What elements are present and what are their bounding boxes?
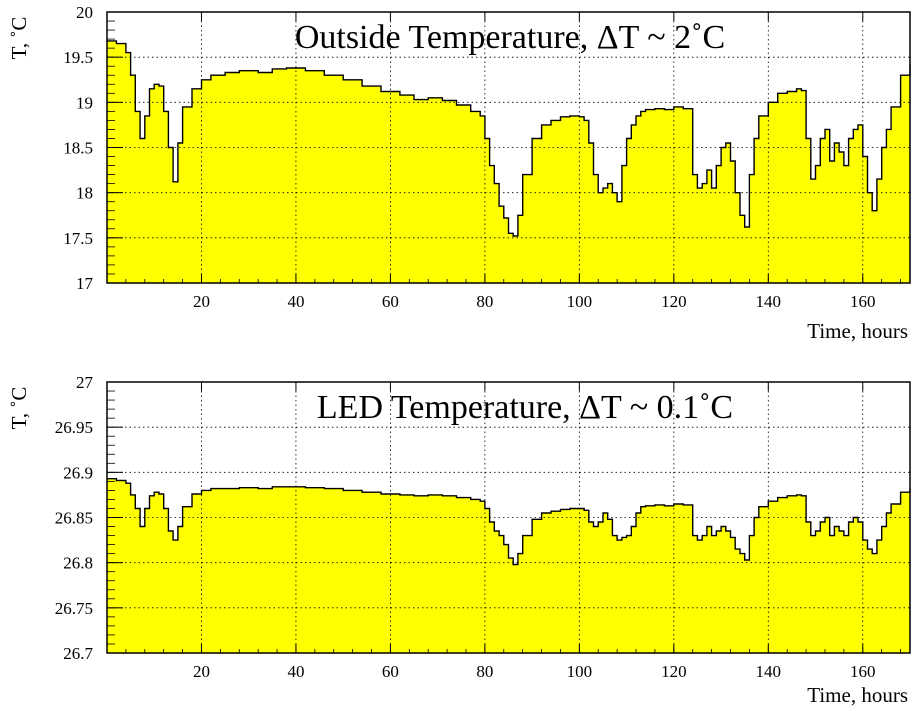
x-tick-label: 140: [756, 292, 782, 311]
outside-temperature-line: [107, 40, 911, 237]
x-tick-label: 60: [382, 292, 399, 311]
y-tick-label: 26.7: [63, 644, 93, 663]
plot-frame: [106, 381, 911, 654]
outside-temperature-area: [107, 40, 910, 284]
x-tick-label: 140: [756, 662, 782, 681]
led-temperature-area: [107, 478, 910, 653]
y-tick-label: 27: [76, 373, 94, 392]
y-tick-label: 26.8: [63, 554, 93, 573]
y-tick-label: 19.5: [63, 48, 93, 67]
x-tick-label: 80: [476, 662, 493, 681]
y-axis-label: T, ˚C: [7, 17, 31, 60]
y-tick-label: 17.5: [63, 229, 93, 248]
y-tick-label: 26.75: [55, 599, 93, 618]
x-axis-label: Time, hours: [807, 319, 908, 343]
tick-labels: 20 40 60 80 100 120 140 160 26.7 26.75 26.8 26.85 26…: [55, 373, 876, 681]
x-axis-label: Time, hours: [807, 683, 908, 707]
y-tick-label: 18.5: [63, 139, 93, 158]
y-axis-label: T, ˚C: [7, 387, 31, 430]
x-tick-label: 20: [193, 292, 210, 311]
x-tick-label: 40: [287, 292, 304, 311]
y-tick-label: 17: [76, 274, 94, 293]
y-tick-label: 26.9: [63, 463, 93, 482]
x-tick-label: 160: [850, 292, 876, 311]
x-tick-label: 100: [567, 292, 593, 311]
led-temperature-line: [107, 478, 911, 566]
y-tick-label: 19: [76, 93, 93, 112]
x-tick-label: 40: [287, 662, 304, 681]
outside-temperature-chart: 20 40 60 80 100 120 140 1601717.51818.51919.520…: [7, 3, 911, 343]
y-tick-label: 20: [76, 3, 93, 22]
plot-frame: [106, 11, 911, 284]
chart-title: LED Temperature, ΔT ~ 0.1˚C: [317, 389, 733, 426]
led-temperature-chart: 20 40 60 80 100 120 140 160 26.7 26.75 26.8 26.85 26…: [7, 373, 911, 707]
chart-title: Outside Temperature, ΔT ~ 2˚C: [295, 19, 725, 56]
x-tick-label: 20: [193, 662, 210, 681]
x-tick-label: 100: [567, 662, 593, 681]
x-tick-label: 160: [850, 662, 876, 681]
y-tick-label: 26.95: [55, 418, 93, 437]
y-tick-label: 26.85: [55, 509, 93, 528]
x-tick-label: 120: [661, 292, 687, 311]
x-tick-label: 120: [661, 662, 687, 681]
y-tick-label: 18: [76, 184, 93, 203]
x-tick-label: 60: [382, 662, 399, 681]
x-tick-label: 80: [476, 292, 493, 311]
tick-labels: 20 40 60 80 100 120 140 160 17 17.5 18 18.5 19 19.5 20: [63, 3, 875, 311]
